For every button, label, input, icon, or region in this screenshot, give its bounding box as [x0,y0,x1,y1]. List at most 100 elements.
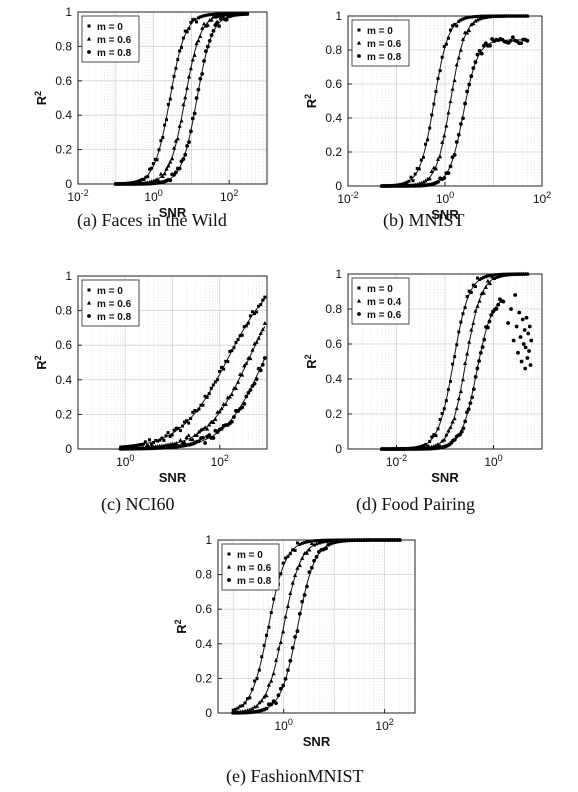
y-tick-label: 0.8 [325,43,342,57]
caption-d: (d) Food Pairing [356,494,475,514]
series-m-0-8-point [479,51,484,56]
series-m-0-8-point [205,44,210,49]
legend-label: m = 0 [97,286,123,297]
series-m-0-8-point [295,629,300,634]
series-m-0-6-point [258,331,263,336]
series-m-0-8-point [197,439,201,444]
series-m-0-4-point [456,396,461,401]
series-m-0-4-point [462,361,468,366]
series-m-0-6-point [521,342,526,346]
x-axis-label: SNR [159,205,187,220]
series-m-0-8-point [309,565,314,570]
series-m-0-6-point [196,429,202,434]
series-m-0-8-point [215,20,220,25]
series-m-0-8-point [446,171,451,176]
series-m-0-6-point [168,159,173,164]
series-m-0-point [246,321,250,325]
data-layer [118,295,267,451]
series-m-0-point [455,24,459,28]
series-m-0-6-point [509,307,513,311]
series-m-0-point [438,69,442,73]
x-axis-label: SNR [431,207,459,222]
legend-box [81,15,140,63]
series-m-0-point [226,360,230,364]
legend-label: m = 0.6 [97,35,132,46]
series-m-0-6-point [264,693,269,698]
series-m-0-6-point [260,327,265,332]
series-m-0-point [206,13,210,17]
series-m-0-6-point [240,372,245,377]
series-m-0-point [139,443,143,447]
series-m-0-8-point [436,180,440,184]
series-m-0-6-point [166,163,171,168]
series-m-0-point [209,386,213,390]
series-m-0-6-point [219,406,224,411]
series-m-0-point [407,179,411,183]
series-m-0-point [197,407,201,411]
x-axis-label: SNR [431,470,459,485]
series-m-0-8-point [456,132,461,137]
legend-marker [357,28,361,32]
series-m-0-6-point [501,299,506,304]
series-m-0-8-point [293,634,297,639]
series-m-0-6-point [181,102,186,107]
series-m-0-6-point [160,174,165,179]
series-m-0-point [238,704,242,708]
series-m-0-point [476,14,480,18]
series-m-0-point [140,177,144,181]
y-tick-label: 0.6 [325,337,342,351]
series-m-0-6-point [480,345,485,349]
series-m-0-6-point [285,603,291,608]
series-m-0-point [300,541,304,545]
y-tick-label: 0 [65,177,72,191]
series-m-0-6-point [423,178,428,183]
series-m-0-point [267,625,271,629]
series-m-0-6-point [297,563,302,568]
series-m-0-point [260,655,264,659]
legend: m = 0 m = 0.6 m = 0.8 [221,543,280,591]
series-m-0-point [240,333,244,337]
y-tick-label: 0.4 [55,373,72,387]
series-m-0-point [196,16,200,20]
series-m-0-point [250,687,254,691]
series-m-0-8-point [281,683,286,688]
series-m-0-8-point [254,377,259,382]
data-layer [231,537,402,715]
series-m-0-6-point [431,165,436,170]
series-m-0-6-point [278,640,283,644]
series-m-0-6-point [194,41,199,46]
series-m-0-point [250,310,254,314]
y-tick-label: 0.2 [325,407,342,421]
series-m-0-point [432,102,436,106]
series-m-0-point [461,312,465,316]
series-m-0-6-point [281,629,286,634]
series-m-0-point [281,561,285,565]
y-tick-label: 0 [335,179,342,193]
series-m-0-point [428,126,432,130]
series-m-0-point [176,426,180,430]
series-m-0-6-point [473,375,478,379]
series-m-0-point [424,142,428,146]
series-m-0-point [136,179,140,183]
x-tick-label: 100 [436,190,454,206]
series-m-0-point [305,540,309,544]
series-m-0-4-point [473,308,478,313]
legend-marker [87,24,91,28]
series-m-0-8-point [452,153,457,157]
series-m-0-6-point [307,547,312,552]
series-m-0-8-point [307,570,312,575]
series-m-0-6-point [528,363,533,367]
series-m-0-8-point [288,658,293,663]
series-m-0-8-point [312,558,317,563]
series-m-0-6-point [186,74,192,79]
series-m-0-point [421,444,425,448]
series-m-0-point [469,290,473,294]
series-m-0-6-point [452,78,457,83]
series-m-0-8-point [207,433,212,437]
series-m-0-6-point [304,550,310,555]
series-m-0-point [244,324,248,328]
series-m-0-6-point [175,136,180,141]
series-m-0-8-point [305,584,309,589]
y-tick-label: 0.2 [325,145,342,159]
series-m-0-6-point [435,157,441,161]
